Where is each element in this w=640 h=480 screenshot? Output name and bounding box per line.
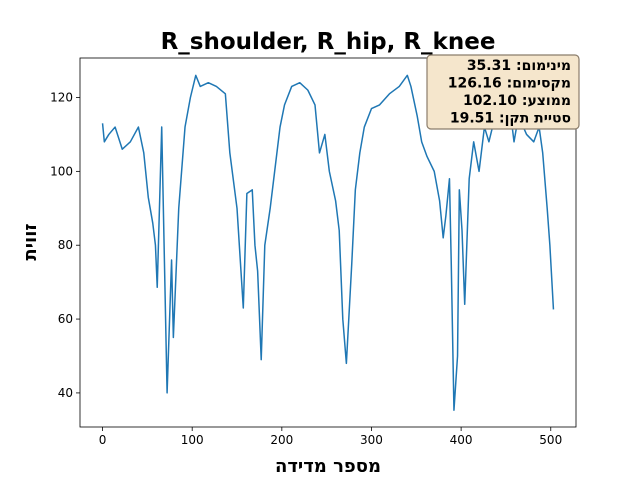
stats-line: מינימום: 35.31	[467, 58, 571, 74]
y-tick-label: 40	[58, 386, 73, 400]
chart-title: R_shoulder, R_hip, R_knee	[161, 29, 496, 55]
x-axis-label: מספר מדידה	[275, 456, 381, 477]
x-tick-label: 100	[181, 433, 204, 447]
y-tick-label: 80	[58, 238, 73, 252]
y-tick-label: 60	[58, 312, 73, 326]
x-tick-label: 0	[99, 433, 107, 447]
stats-box-bg	[426, 54, 580, 130]
data-line	[101, 74, 555, 411]
plot-frame	[79, 57, 577, 428]
x-tick-label: 200	[270, 433, 293, 447]
x-tick-label: 400	[450, 433, 473, 447]
y-axis-label: זווית	[20, 223, 41, 260]
stats-line: ממוצע: 102.10	[463, 93, 571, 109]
y-tick-label: 100	[50, 164, 73, 178]
y-tick-label: 120	[50, 91, 73, 105]
stats-line: סטיית תקן: 19.51	[450, 111, 571, 127]
x-tick-label: 500	[539, 433, 562, 447]
stats-line: מקסימום: 126.16	[448, 76, 571, 92]
x-tick-label: 300	[360, 433, 383, 447]
